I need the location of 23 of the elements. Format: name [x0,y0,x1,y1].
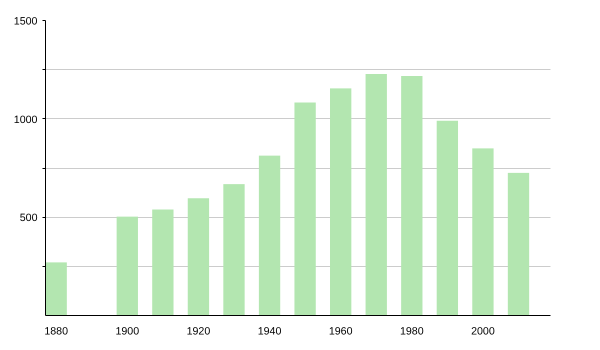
bar [294,102,316,316]
x-tick-label: 1920 [186,326,210,338]
x-tick-label: 1980 [400,326,424,338]
y-tick-label: 500 [20,212,38,224]
bar [152,209,174,316]
bar [472,148,494,316]
bar [401,76,422,316]
bar [508,172,530,316]
bar [258,156,280,316]
bar [330,88,352,316]
y-tick-label: 1500 [14,16,38,28]
x-tick-label: 1900 [115,326,140,338]
bar [366,74,387,316]
x-tick-label: 2000 [471,326,495,338]
x-tick-label: 1940 [258,326,282,338]
bar [436,120,458,316]
y-tick-label: 1000 [14,114,38,126]
bar [223,184,245,316]
x-tick-label: 1880 [44,326,68,338]
bar [46,262,67,316]
bar [116,216,138,316]
bar [188,198,210,316]
x-tick-label: 1960 [328,326,353,338]
